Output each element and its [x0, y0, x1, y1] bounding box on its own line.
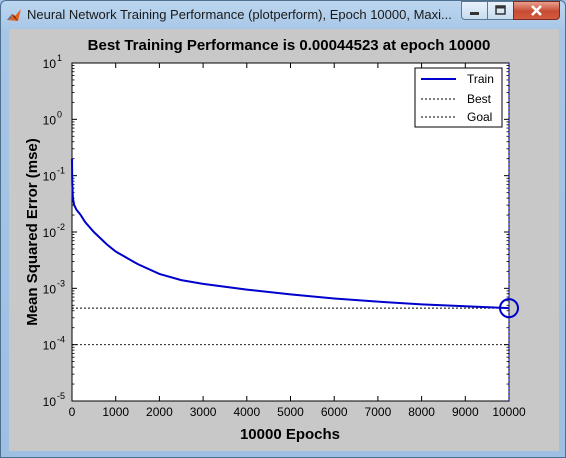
- y-tick-label: 10: [43, 226, 57, 240]
- y-tick-exponent: -3: [57, 278, 65, 288]
- minimize-button[interactable]: [461, 1, 488, 20]
- y-tick-exponent: 1: [57, 53, 62, 63]
- y-tick-label: 10: [43, 57, 57, 71]
- figure-area: Best Training Performance is 0.00044523 …: [9, 29, 559, 451]
- y-tick-exponent: -5: [57, 391, 65, 401]
- x-tick-label: 4000: [233, 405, 260, 419]
- y-tick-label: 10: [43, 395, 57, 409]
- matlab-icon: [7, 9, 21, 21]
- x-tick-label: 2000: [146, 405, 173, 419]
- x-tick-label: 7000: [365, 405, 392, 419]
- y-tick-exponent: -4: [57, 335, 65, 345]
- minimize-icon: [470, 12, 479, 15]
- x-tick-label: 8000: [408, 405, 435, 419]
- y-tick-label: 10: [43, 113, 57, 127]
- x-axis-label: 10000 Epochs: [240, 426, 340, 443]
- y-tick-exponent: -1: [57, 166, 65, 176]
- window-title: Neural Network Training Performance (plo…: [27, 7, 452, 22]
- performance-chart: Best Training Performance is 0.00044523 …: [24, 37, 526, 443]
- y-tick-exponent: -2: [57, 222, 65, 232]
- train-line: [71, 158, 510, 310]
- y-tick-label: 10: [43, 170, 57, 184]
- title-bar[interactable]: Neural Network Training Performance (plo…: [1, 1, 566, 29]
- close-button[interactable]: [513, 1, 560, 20]
- series-lines: [71, 63, 519, 401]
- y-axis-label: Mean Squared Error (mse): [24, 138, 41, 326]
- x-tick-label: 5000: [277, 405, 304, 419]
- legend-train-label: Train: [467, 72, 494, 86]
- best-point-marker: [499, 298, 519, 319]
- y-tick-label: 10: [43, 339, 57, 353]
- x-tick-label: 3000: [190, 405, 217, 419]
- legend: Train Best Goal: [414, 67, 503, 128]
- x-tick-label: 9000: [452, 405, 479, 419]
- x-tick-label: 6000: [321, 405, 348, 419]
- x-tick-label: 10000: [492, 405, 526, 419]
- close-icon: [531, 5, 542, 16]
- x-tick-label: 0: [69, 405, 76, 419]
- y-tick-exponent: 0: [57, 109, 62, 119]
- chart-title: Best Training Performance is 0.00044523 …: [88, 37, 491, 54]
- legend-best-label: Best: [467, 92, 492, 106]
- maximize-button[interactable]: [487, 1, 514, 20]
- maximize-icon: [495, 5, 506, 15]
- legend-goal-label: Goal: [467, 110, 492, 124]
- x-tick-label: 1000: [102, 405, 129, 419]
- x-axis: 0 1000 2000 3000 4000 5000 6000 7000 8000 9000 100…: [69, 63, 526, 419]
- y-tick-label: 10: [43, 282, 57, 296]
